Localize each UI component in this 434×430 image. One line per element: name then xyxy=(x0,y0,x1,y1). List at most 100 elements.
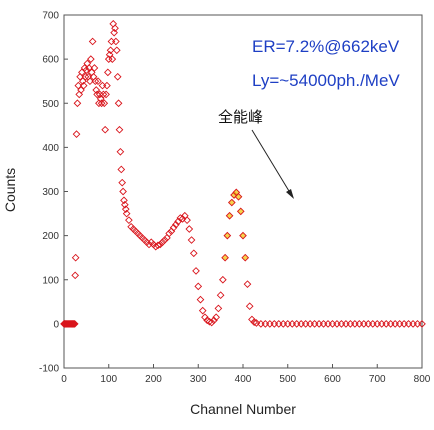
data-point xyxy=(324,320,332,328)
data-point xyxy=(94,77,102,86)
data-point xyxy=(364,320,373,328)
data-point xyxy=(192,267,200,275)
data-point xyxy=(108,55,117,63)
x-axis-label: Channel Number xyxy=(190,401,296,417)
data-point xyxy=(131,227,140,236)
data-point xyxy=(71,253,80,262)
plot-frame xyxy=(63,14,423,369)
data-point xyxy=(250,318,259,326)
data-point xyxy=(106,46,115,55)
data-point xyxy=(70,320,79,328)
data-point xyxy=(95,90,104,99)
data-point xyxy=(72,130,81,138)
data-point xyxy=(236,207,245,216)
data-point xyxy=(158,238,167,247)
data-point xyxy=(78,77,87,86)
data-point xyxy=(81,72,90,81)
data-point xyxy=(140,236,149,244)
data-point xyxy=(288,320,297,328)
data-point xyxy=(121,205,130,213)
data-point xyxy=(122,209,131,218)
axis-ticks: 0 100 200 300 400 500 600 700 800-10001002003004… xyxy=(39,11,431,386)
data-point xyxy=(91,77,100,86)
data-point xyxy=(183,216,191,225)
data-point xyxy=(245,302,254,311)
data-point xyxy=(113,72,122,81)
data-point xyxy=(252,319,261,327)
data-point xyxy=(163,233,171,242)
data-point xyxy=(391,320,399,328)
data-point xyxy=(297,320,306,328)
data-point xyxy=(382,320,391,328)
data-point xyxy=(112,46,121,55)
data-point xyxy=(71,271,80,280)
data-point xyxy=(154,241,162,250)
data-point xyxy=(160,236,169,244)
data-point xyxy=(310,320,319,328)
data-point xyxy=(105,50,114,59)
data-point xyxy=(118,178,127,187)
data-point xyxy=(136,231,144,240)
data-point xyxy=(119,187,127,196)
data-point xyxy=(279,320,288,328)
data-point xyxy=(100,99,109,108)
plot-area xyxy=(63,14,423,369)
data-point xyxy=(227,198,236,207)
data-point xyxy=(74,81,83,90)
data-point xyxy=(134,229,142,238)
data-point xyxy=(70,320,78,328)
x-tick-label: 600 xyxy=(324,374,341,385)
data-point xyxy=(86,77,94,86)
data-point xyxy=(359,320,368,328)
data-point xyxy=(125,216,133,225)
data-point xyxy=(409,320,417,328)
data-point xyxy=(315,320,323,328)
data-point xyxy=(333,320,341,328)
data-point xyxy=(377,320,386,328)
data-point xyxy=(373,320,382,328)
data-point xyxy=(96,95,105,103)
data-point xyxy=(127,222,135,231)
data-point xyxy=(97,99,106,108)
data-point xyxy=(121,200,129,209)
data-point xyxy=(225,211,234,220)
data-point xyxy=(207,318,216,327)
data-point xyxy=(93,90,101,99)
data-point xyxy=(114,99,123,108)
data-point xyxy=(104,55,113,63)
data-point xyxy=(142,238,151,247)
data-point xyxy=(351,320,359,328)
data-point xyxy=(77,86,85,94)
data-point xyxy=(328,320,337,328)
data-point xyxy=(98,81,107,90)
data-point xyxy=(210,316,218,325)
data-point xyxy=(104,68,112,77)
x-tick-label: 0 xyxy=(61,374,67,385)
peak-arrow-line xyxy=(251,129,293,197)
data-point xyxy=(147,238,156,247)
data-point xyxy=(110,28,118,37)
y-tick-label: 400 xyxy=(42,143,59,154)
data-point xyxy=(103,81,111,90)
data-point xyxy=(243,280,252,288)
data-point xyxy=(239,231,247,240)
data-point xyxy=(117,165,126,174)
data-point xyxy=(413,320,422,328)
y-tick-label: 600 xyxy=(42,55,59,66)
data-point xyxy=(120,196,128,205)
data-point xyxy=(203,316,212,325)
data-point xyxy=(223,231,232,240)
data-point xyxy=(145,240,153,249)
data-point xyxy=(418,320,426,328)
data-point xyxy=(395,320,404,328)
data-point xyxy=(178,215,187,223)
data-point xyxy=(73,99,82,108)
data-point xyxy=(261,320,270,328)
data-point xyxy=(102,90,110,99)
x-tick-label: 700 xyxy=(369,374,386,385)
data-point xyxy=(216,291,225,300)
data-point xyxy=(270,320,279,328)
y-tick-label: 0 xyxy=(53,319,59,330)
data-point xyxy=(221,253,229,262)
